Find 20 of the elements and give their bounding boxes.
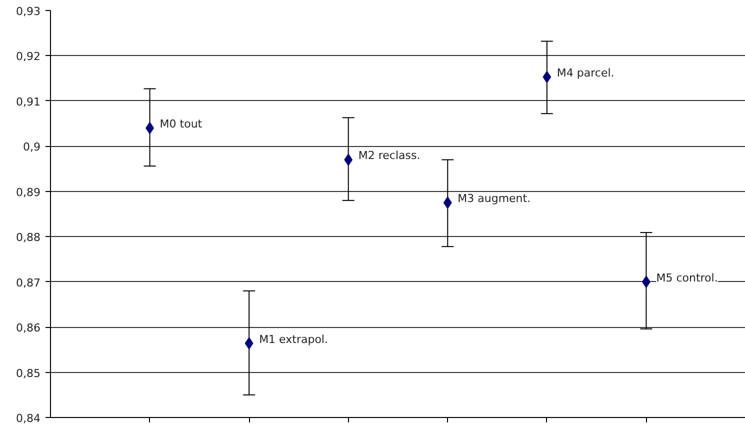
- y-tick-label: 0,91: [16, 95, 41, 108]
- y-tick-label: 0,9: [23, 140, 41, 154]
- y-tick-label: 0,84: [16, 412, 41, 425]
- point: [344, 154, 353, 166]
- point: [443, 196, 452, 209]
- annotation: M2 reclass.: [358, 149, 420, 162]
- point: [542, 70, 552, 83]
- y-tick-label: 0,93: [16, 5, 41, 18]
- y-tick-label: 0,92: [16, 50, 41, 64]
- annotation: M3 augment.: [458, 192, 531, 206]
- annotation: M4 parcel.: [556, 66, 614, 80]
- y-tick-label: 0,87: [16, 276, 41, 290]
- y-tick-label: 0,89: [16, 186, 41, 199]
- annotation: M5 control.: [656, 271, 718, 284]
- annotation: M1 extrapol.: [259, 332, 328, 346]
- y-tick-label: 0,85: [16, 366, 41, 380]
- annotation: M0 tout: [160, 118, 203, 131]
- point: [244, 337, 254, 350]
- y-tick-label: 0,88: [16, 231, 41, 244]
- y-tick-label: 0,86: [16, 322, 41, 335]
